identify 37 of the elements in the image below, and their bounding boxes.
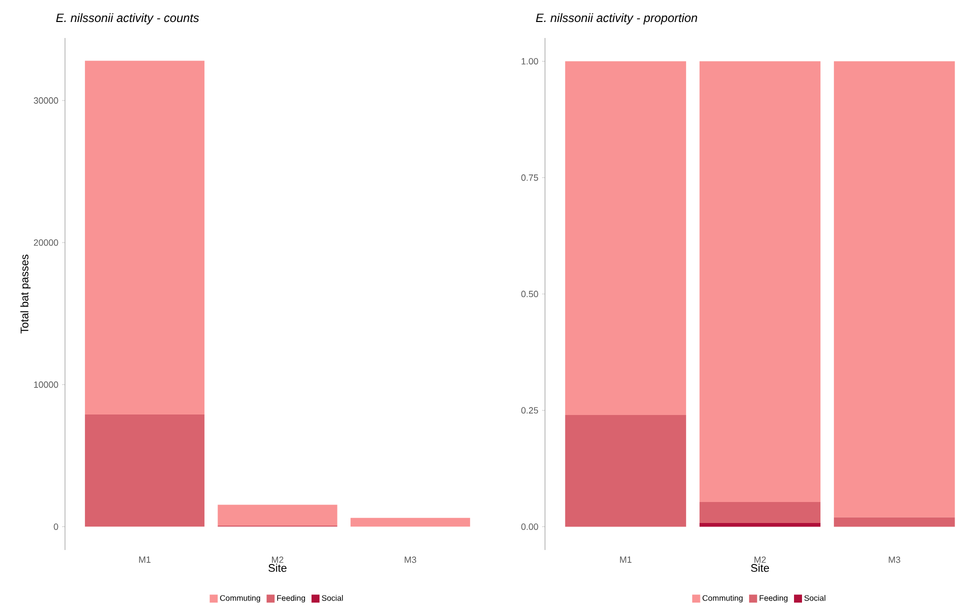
- y-tick-label: 20000: [34, 239, 58, 246]
- y-tick-label: 0.50: [521, 290, 538, 298]
- y-axis-title: Total bat passes: [20, 254, 31, 334]
- bar: [700, 522, 820, 527]
- x-tick-label: M2: [272, 556, 284, 563]
- bar: [218, 504, 338, 526]
- legend-label: Commuting: [220, 594, 260, 602]
- legend-label: Feeding: [760, 594, 788, 602]
- x-axis-title: Site: [751, 564, 769, 572]
- chart-title: E. nilssonii activity - proportion: [536, 13, 698, 24]
- x-tick-label: M2: [754, 556, 766, 563]
- bar: [565, 61, 686, 416]
- bar: [84, 60, 204, 414]
- x-tick-label: M3: [404, 556, 416, 563]
- bar: [350, 518, 470, 527]
- legend-label: Commuting: [702, 594, 743, 602]
- y-tick-label: 10000: [34, 381, 58, 388]
- y-tick-label: 0.00: [521, 524, 538, 530]
- y-tick-label: 30000: [34, 97, 58, 104]
- y-tick-label: 0.25: [521, 407, 538, 414]
- bar: [700, 502, 820, 523]
- chart-title: E. nilssonii activity - counts: [56, 13, 199, 24]
- legend-label: Social: [804, 594, 826, 601]
- y-tick-label: 1.00: [522, 58, 538, 64]
- bar: [700, 61, 820, 502]
- x-tick-label: M3: [888, 556, 900, 563]
- x-tick-label: M1: [139, 556, 151, 563]
- y-tick-label: 0: [54, 524, 58, 530]
- y-tick-label: 0.75: [521, 174, 538, 181]
- bar: [834, 61, 955, 518]
- x-axis-title: Site: [268, 564, 286, 572]
- bar: [565, 415, 686, 527]
- bar: [84, 414, 204, 527]
- legend-label: Social: [322, 594, 343, 601]
- legend-label: Feeding: [277, 594, 305, 602]
- x-tick-label: M1: [620, 556, 632, 563]
- bar: [834, 517, 955, 527]
